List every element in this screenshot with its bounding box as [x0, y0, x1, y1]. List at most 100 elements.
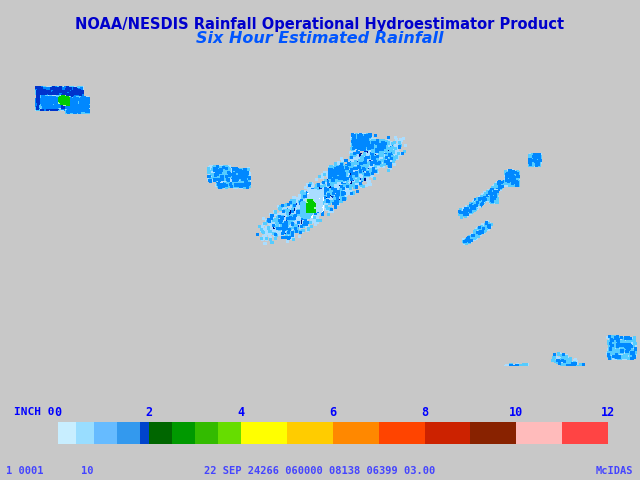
Point: [368, 147, 378, 155]
Point: [613, 347, 623, 354]
Point: [74, 93, 84, 100]
Point: [268, 218, 278, 226]
Point: [349, 141, 360, 148]
Point: [77, 103, 88, 111]
Point: [362, 136, 372, 144]
Point: [518, 371, 528, 378]
Point: [308, 192, 318, 200]
Point: [268, 229, 278, 237]
Point: [380, 154, 390, 162]
Point: [310, 200, 320, 208]
Point: [388, 153, 398, 161]
Point: [260, 234, 270, 241]
Point: [492, 181, 502, 189]
Point: [479, 193, 490, 201]
Point: [477, 197, 487, 205]
Point: [77, 95, 88, 102]
Point: [276, 225, 286, 233]
Point: [219, 177, 229, 185]
Point: [65, 97, 75, 105]
Point: [488, 182, 499, 190]
Point: [330, 168, 340, 175]
Point: [324, 178, 334, 185]
Point: [312, 194, 322, 202]
Point: [355, 144, 365, 151]
Point: [337, 186, 347, 193]
Point: [221, 170, 232, 178]
Point: [293, 211, 303, 219]
Point: [490, 192, 500, 200]
Point: [484, 224, 495, 232]
Point: [39, 98, 49, 106]
Point: [218, 180, 228, 187]
Point: [342, 170, 352, 178]
Point: [311, 195, 321, 203]
Point: [67, 100, 77, 108]
Point: [239, 177, 250, 185]
Point: [459, 205, 469, 213]
Point: [468, 203, 479, 210]
Point: [312, 185, 323, 192]
Point: [36, 94, 46, 102]
Point: [336, 166, 346, 173]
Point: [458, 208, 468, 216]
Point: [349, 142, 359, 149]
Point: [473, 199, 483, 206]
Point: [353, 159, 363, 167]
Point: [506, 177, 516, 184]
Point: [359, 164, 369, 171]
Point: [298, 206, 308, 214]
Point: [330, 184, 340, 192]
Point: [328, 182, 338, 190]
Point: [49, 97, 60, 105]
Point: [350, 135, 360, 143]
Point: [361, 156, 371, 164]
Point: [375, 147, 385, 155]
Point: [558, 361, 568, 369]
Point: [35, 99, 45, 107]
Point: [283, 217, 293, 225]
Point: [353, 157, 364, 165]
Point: [350, 142, 360, 150]
Point: [476, 228, 486, 236]
Point: [363, 154, 373, 161]
Point: [382, 149, 392, 157]
Point: [491, 183, 501, 191]
Point: [83, 98, 93, 106]
Point: [225, 176, 235, 184]
Point: [39, 88, 49, 96]
Point: [56, 86, 66, 94]
Point: [60, 90, 70, 98]
Point: [332, 189, 342, 197]
Point: [480, 227, 490, 234]
Point: [478, 194, 488, 202]
Point: [334, 164, 344, 171]
Point: [456, 211, 467, 219]
Point: [364, 150, 374, 157]
Point: [346, 189, 356, 197]
Point: [305, 206, 316, 214]
Point: [365, 166, 376, 173]
Point: [385, 143, 395, 150]
Point: [75, 90, 85, 97]
Point: [356, 156, 367, 163]
Point: [75, 93, 85, 100]
Point: [342, 175, 353, 182]
Point: [461, 202, 472, 210]
Point: [316, 201, 326, 209]
Point: [480, 193, 490, 201]
Point: [270, 208, 280, 216]
Point: [328, 166, 339, 174]
Point: [586, 384, 596, 391]
Point: [527, 154, 538, 161]
Point: [53, 89, 63, 96]
Point: [284, 216, 294, 224]
Point: [63, 97, 73, 105]
Point: [237, 170, 247, 178]
Point: [476, 194, 486, 202]
Point: [577, 375, 587, 383]
Point: [604, 351, 614, 359]
Point: [74, 94, 84, 102]
Point: [503, 172, 513, 180]
Point: [499, 180, 509, 187]
